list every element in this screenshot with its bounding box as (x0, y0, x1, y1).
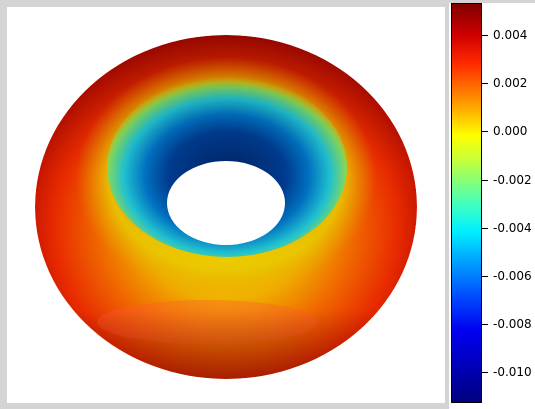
colorbar-tick-mark (482, 228, 488, 229)
torus-render (35, 35, 417, 379)
colorbar-legend: 0.004 0.002 0.000 -0.002 -0.004 -0.006 -0.008 -… (449, 3, 535, 409)
colorbar-tick-mark (482, 180, 488, 181)
colorbar-tick-label: -0.010 (493, 365, 532, 379)
torus-hole (167, 161, 285, 245)
colorbar-tick-mark (482, 131, 488, 132)
colorbar-tick-label: 0.000 (493, 124, 528, 138)
colorbar-tick-label: -0.002 (493, 173, 532, 187)
colorbar-gradient (451, 3, 482, 403)
colorbar-tick-label: 0.004 (493, 28, 528, 42)
colorbar-tick-label: -0.008 (493, 317, 532, 331)
colorbar-tick-label: -0.004 (493, 221, 532, 235)
colorbar-tick-mark (482, 83, 488, 84)
colorbar-tick-mark (482, 35, 488, 36)
3d-render-viewport[interactable] (7, 7, 445, 403)
colorbar-tick-label: -0.006 (493, 269, 532, 283)
colorbar-tick-mark (482, 324, 488, 325)
colorbar-tick-mark (482, 276, 488, 277)
colorbar-tick-mark (482, 372, 488, 373)
colorbar-tick-label: 0.002 (493, 76, 528, 90)
